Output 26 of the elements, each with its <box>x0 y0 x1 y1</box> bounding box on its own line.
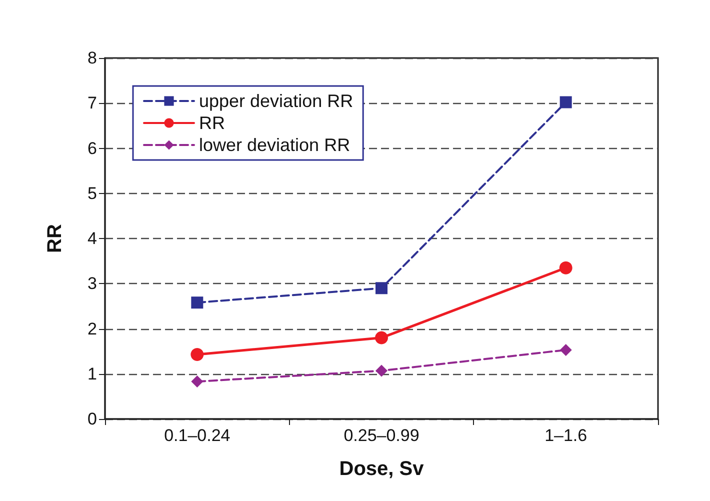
point <box>191 376 204 388</box>
legend-label: lower deviation RR <box>199 135 350 155</box>
point <box>376 282 388 294</box>
y-tick-label: 3 <box>88 274 97 294</box>
y-tick-label: 1 <box>88 364 97 384</box>
legend-label: upper deviation RR <box>199 91 354 111</box>
point <box>191 296 204 309</box>
point <box>559 261 572 274</box>
y-tick-label: 6 <box>88 138 97 158</box>
y-tick-label: 5 <box>88 184 97 203</box>
x-tick-label: 1–1.6 <box>544 426 588 445</box>
legend-label: RR <box>199 113 225 133</box>
y-tick-label: 4 <box>88 229 97 248</box>
y-tick-label: 0 <box>88 410 97 428</box>
x-tick-label: 0.1–0.24 <box>164 426 230 445</box>
y-tick-label: 2 <box>88 319 97 338</box>
x-tick-label: 0.25–0.99 <box>344 426 420 445</box>
x-axis-title: Dose, Sv <box>339 458 425 480</box>
point <box>375 331 388 344</box>
point <box>560 344 572 356</box>
y-axis-title: RR <box>44 224 66 253</box>
point <box>560 96 572 108</box>
point <box>376 364 388 377</box>
point <box>190 348 204 361</box>
y-tick-label: 7 <box>88 94 97 113</box>
y-tick-label: 8 <box>88 48 97 68</box>
